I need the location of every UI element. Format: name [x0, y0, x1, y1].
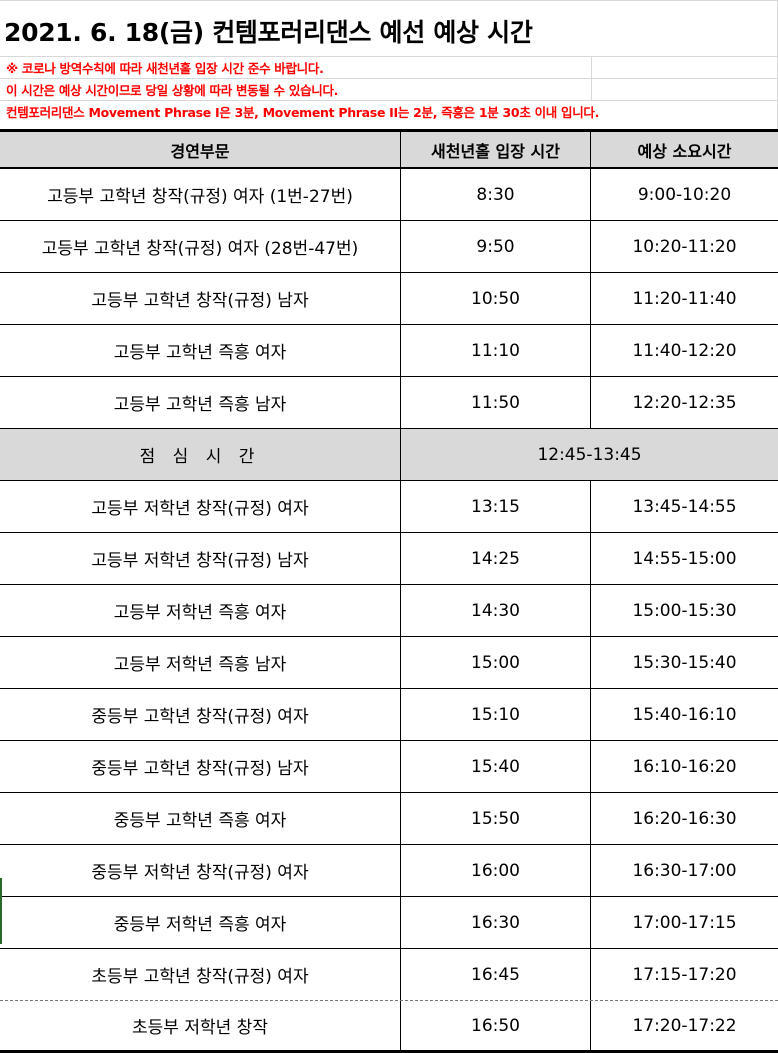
grid-line [591, 56, 592, 78]
entry-time-cell: 14:25 [401, 533, 591, 584]
division-cell: 초등부 저학년 창작 [0, 1001, 401, 1050]
table-row: 중등부 저학년 창작(규정) 여자 16:00 16:30-17:00 [0, 845, 778, 897]
grid-line [0, 78, 778, 79]
entry-time-cell: 15:10 [401, 689, 591, 740]
table-row: 중등부 고학년 즉흥 여자 15:50 16:20-16:30 [0, 793, 778, 845]
division-cell: 중등부 저학년 창작(규정) 여자 [0, 845, 401, 896]
division-cell: 중등부 고학년 창작(규정) 여자 [0, 689, 401, 740]
entry-time-cell: 8:30 [401, 169, 591, 220]
cell-selection-marker [0, 878, 2, 944]
table-row: 고등부 저학년 창작(규정) 여자 13:15 13:45-14:55 [0, 481, 778, 533]
division-cell: 고등부 고학년 즉흥 남자 [0, 377, 401, 428]
duration-cell: 17:20-17:22 [632, 1015, 737, 1036]
duration-cell: 16:30-17:00 [632, 860, 737, 881]
table-row: 초등부 저학년 창작 16:50 17:20-17:22 [0, 1001, 778, 1053]
division-cell: 고등부 고학년 창작(규정) 남자 [0, 273, 401, 324]
header-division: 경연부문 [0, 132, 401, 167]
division-cell: 고등부 저학년 즉흥 남자 [0, 637, 401, 688]
entry-time-cell: 13:15 [401, 481, 591, 532]
entry-time-cell: 16:50 [401, 1001, 591, 1050]
table-row: 중등부 고학년 창작(규정) 남자 15:40 16:10-16:20 [0, 741, 778, 793]
duration-cell: 15:00-15:30 [632, 600, 737, 621]
table-row: 중등부 저학년 즉흥 여자 16:30 17:00-17:15 [0, 897, 778, 949]
entry-time-cell: 15:00 [401, 637, 591, 688]
table-row: 고등부 고학년 창작(규정) 남자 10:50 11:20-11:40 [0, 273, 778, 325]
duration-cell: 17:15-17:20 [632, 964, 737, 985]
table-header-row: 경연부문 새천년홀 입장 시간 예상 소요시간 [0, 132, 778, 169]
division-cell: 고등부 고학년 즉흥 여자 [0, 325, 401, 376]
lunch-time: 12:45-13:45 [537, 444, 642, 465]
entry-time-cell: 9:50 [401, 221, 591, 272]
notice-line-2: 이 시간은 예상 시간이므로 당일 상황에 따라 변동될 수 있습니다. [6, 83, 339, 98]
entry-time-cell: 16:45 [401, 949, 591, 1000]
duration-cell: 16:20-16:30 [632, 808, 737, 829]
grid-line [0, 0, 778, 1]
entry-time-cell: 10:50 [401, 273, 591, 324]
grid-line [0, 56, 778, 57]
division-cell: 중등부 고학년 즉흥 여자 [0, 793, 401, 844]
schedule-table: 경연부문 새천년홀 입장 시간 예상 소요시간 고등부 고학년 창작(규정) 여… [0, 129, 778, 1053]
division-cell: 중등부 고학년 창작(규정) 남자 [0, 741, 401, 792]
duration-cell: 11:20-11:40 [632, 288, 737, 309]
division-cell: 중등부 저학년 즉흥 여자 [0, 897, 401, 948]
division-cell: 고등부 저학년 창작(규정) 여자 [0, 481, 401, 532]
entry-time-cell: 15:50 [401, 793, 591, 844]
notice-line-1: ※ 코로나 방역수칙에 따라 새천년홀 입장 시간 준수 바랍니다. [6, 61, 324, 76]
division-cell: 고등부 저학년 창작(규정) 남자 [0, 533, 401, 584]
duration-cell: 15:40-16:10 [632, 704, 737, 725]
notice-line-3: 컨템포러리댄스 Movement Phrase I은 3분, Movement … [6, 105, 600, 120]
duration-cell: 10:20-11:20 [632, 236, 737, 257]
grid-line [0, 100, 778, 101]
header-duration: 예상 소요시간 [637, 141, 732, 161]
duration-cell: 14:55-15:00 [632, 548, 737, 569]
table-row: 중등부 고학년 창작(규정) 여자 15:10 15:40-16:10 [0, 689, 778, 741]
grid-line [591, 78, 592, 100]
table-row: 고등부 고학년 즉흥 남자 11:50 12:20-12:35 [0, 377, 778, 429]
duration-cell: 16:10-16:20 [632, 756, 737, 777]
entry-time-cell: 16:30 [401, 897, 591, 948]
duration-cell: 12:20-12:35 [632, 392, 737, 413]
entry-time-cell: 16:00 [401, 845, 591, 896]
division-cell: 고등부 고학년 창작(규정) 여자 (28번-47번) [0, 221, 401, 272]
duration-cell: 17:00-17:15 [632, 912, 737, 933]
table-row: 고등부 저학년 창작(규정) 남자 14:25 14:55-15:00 [0, 533, 778, 585]
entry-time-cell: 15:40 [401, 741, 591, 792]
table-row: 초등부 고학년 창작(규정) 여자 16:45 17:15-17:20 [0, 949, 778, 1001]
table-row: 고등부 고학년 창작(규정) 여자 (28번-47번) 9:50 10:20-1… [0, 221, 778, 273]
division-cell: 고등부 저학년 즉흥 여자 [0, 585, 401, 636]
table-row: 고등부 저학년 즉흥 여자 14:30 15:00-15:30 [0, 585, 778, 637]
duration-cell: 11:40-12:20 [632, 340, 737, 361]
entry-time-cell: 11:10 [401, 325, 591, 376]
header-entry-time: 새천년홀 입장 시간 [401, 132, 591, 167]
table-row: 고등부 고학년 창작(규정) 여자 (1번-27번) 8:30 9:00-10:… [0, 169, 778, 221]
page-title: 2021. 6. 18(금) 컨템포러리댄스 예선 예상 시간 [4, 18, 533, 47]
division-cell: 고등부 고학년 창작(규정) 여자 (1번-27번) [0, 169, 401, 220]
lunch-row: 점 심 시 간 12:45-13:45 [0, 429, 778, 481]
entry-time-cell: 14:30 [401, 585, 591, 636]
entry-time-cell: 11:50 [401, 377, 591, 428]
lunch-label: 점 심 시 간 [0, 429, 401, 480]
table-row: 고등부 고학년 즉흥 여자 11:10 11:40-12:20 [0, 325, 778, 377]
duration-cell: 15:30-15:40 [632, 652, 737, 673]
title-row: 2021. 6. 18(금) 컨템포러리댄스 예선 예상 시간 [0, 6, 778, 56]
duration-cell: 13:45-14:55 [632, 496, 737, 517]
division-cell: 초등부 고학년 창작(규정) 여자 [0, 949, 401, 1000]
table-row: 고등부 저학년 즉흥 남자 15:00 15:30-15:40 [0, 637, 778, 689]
duration-cell: 9:00-10:20 [637, 184, 732, 205]
